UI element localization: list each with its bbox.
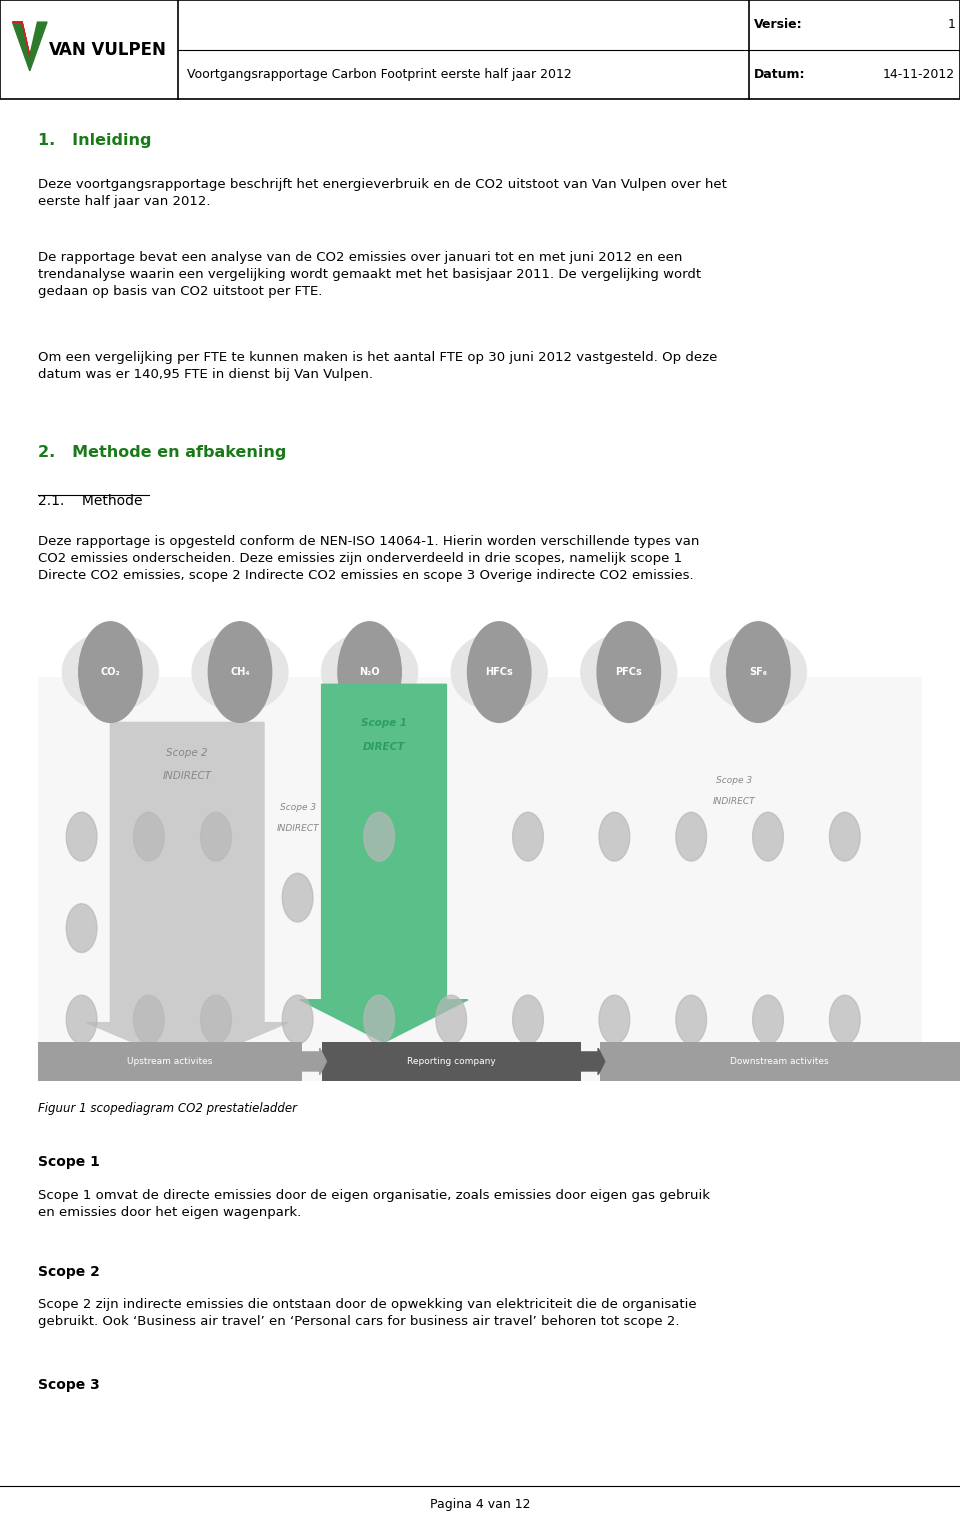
Text: 2.   Methode en afbakening: 2. Methode en afbakening xyxy=(38,445,287,460)
Text: Scope 1 omvat de directe emissies door de eigen organisatie, zoals emissies door: Scope 1 omvat de directe emissies door d… xyxy=(38,1189,710,1219)
Circle shape xyxy=(599,812,630,861)
Circle shape xyxy=(676,812,707,861)
Circle shape xyxy=(599,995,630,1044)
Text: N₂O: N₂O xyxy=(359,668,380,677)
Text: Figuur 1 scopediagram CO2 prestatieladder: Figuur 1 scopediagram CO2 prestatieladde… xyxy=(38,1102,298,1116)
Text: DIRECT: DIRECT xyxy=(363,742,405,753)
Circle shape xyxy=(66,904,97,952)
Circle shape xyxy=(66,995,97,1044)
Text: Scope 1: Scope 1 xyxy=(38,1155,100,1169)
Circle shape xyxy=(66,812,97,861)
Circle shape xyxy=(201,812,231,861)
Circle shape xyxy=(133,995,164,1044)
Ellipse shape xyxy=(710,632,806,712)
FancyArrow shape xyxy=(300,684,468,1042)
Text: INDIRECT: INDIRECT xyxy=(276,824,319,834)
Text: Scope 3: Scope 3 xyxy=(716,776,753,785)
Text: CO₂: CO₂ xyxy=(101,668,120,677)
Text: Scope 1: Scope 1 xyxy=(361,718,407,728)
Circle shape xyxy=(282,873,313,922)
Bar xyxy=(0,0,960,99)
FancyArrow shape xyxy=(302,1049,326,1074)
Circle shape xyxy=(829,995,860,1044)
Circle shape xyxy=(676,995,707,1044)
Ellipse shape xyxy=(451,632,547,712)
FancyArrow shape xyxy=(581,1049,605,1074)
Text: INDIRECT: INDIRECT xyxy=(162,771,212,782)
Circle shape xyxy=(364,812,395,861)
Polygon shape xyxy=(12,23,47,72)
Ellipse shape xyxy=(322,632,418,712)
Text: AN VULPEN: AN VULPEN xyxy=(59,41,165,58)
Text: Scope 3: Scope 3 xyxy=(279,803,316,812)
Ellipse shape xyxy=(62,632,158,712)
Circle shape xyxy=(79,622,142,722)
Text: 1.   Inleiding: 1. Inleiding xyxy=(38,133,152,148)
Text: Deze rapportage is opgesteld conform de NEN-ISO 14064-1. Hierin worden verschill: Deze rapportage is opgesteld conform de … xyxy=(38,535,700,582)
Circle shape xyxy=(338,622,401,722)
Text: Scope 2 zijn indirecte emissies die ontstaan door de opwekking van elektriciteit: Scope 2 zijn indirecte emissies die onts… xyxy=(38,1298,697,1329)
Text: SF₆: SF₆ xyxy=(750,668,767,677)
Text: Deze voortgangsrapportage beschrijft het energieverbruik en de CO2 uitstoot van : Deze voortgangsrapportage beschrijft het… xyxy=(38,178,728,209)
Bar xyxy=(600,1042,960,1081)
Text: CH₄: CH₄ xyxy=(230,668,250,677)
Ellipse shape xyxy=(581,632,677,712)
Circle shape xyxy=(753,812,783,861)
Circle shape xyxy=(829,812,860,861)
Text: Versie:: Versie: xyxy=(754,18,803,32)
Text: Scope 3: Scope 3 xyxy=(38,1378,100,1391)
Ellipse shape xyxy=(192,632,288,712)
Text: Datum:: Datum: xyxy=(754,67,805,81)
Text: Voortgangsrapportage Carbon Footprint eerste half jaar 2012: Voortgangsrapportage Carbon Footprint ee… xyxy=(187,67,572,81)
Bar xyxy=(38,1042,302,1081)
Circle shape xyxy=(513,812,543,861)
Circle shape xyxy=(201,995,231,1044)
Circle shape xyxy=(513,995,543,1044)
Text: PFCs: PFCs xyxy=(615,668,642,677)
Text: Upstream activites: Upstream activites xyxy=(128,1058,212,1065)
Text: Reporting company: Reporting company xyxy=(407,1058,495,1065)
Circle shape xyxy=(364,995,395,1044)
Polygon shape xyxy=(12,23,30,56)
Bar xyxy=(322,1042,581,1081)
Circle shape xyxy=(208,622,272,722)
Circle shape xyxy=(436,995,467,1044)
Text: Om een vergelijking per FTE te kunnen maken is het aantal FTE op 30 juni 2012 va: Om een vergelijking per FTE te kunnen ma… xyxy=(38,351,718,381)
Circle shape xyxy=(727,622,790,722)
Circle shape xyxy=(282,995,313,1044)
Circle shape xyxy=(597,622,660,722)
Circle shape xyxy=(133,812,164,861)
Text: 2.1.    Methode: 2.1. Methode xyxy=(38,494,143,507)
Text: V: V xyxy=(49,41,61,58)
Text: Scope 2: Scope 2 xyxy=(38,1265,100,1279)
Circle shape xyxy=(468,622,531,722)
Text: HFCs: HFCs xyxy=(486,668,513,677)
Bar xyxy=(38,677,922,1081)
Text: De rapportage bevat een analyse van de CO2 emissies over januari tot en met juni: De rapportage bevat een analyse van de C… xyxy=(38,251,702,299)
Circle shape xyxy=(753,995,783,1044)
FancyArrow shape xyxy=(86,722,288,1065)
Text: Downstream activites: Downstream activites xyxy=(731,1058,828,1065)
Text: INDIRECT: INDIRECT xyxy=(713,797,756,806)
Text: 1: 1 xyxy=(948,18,955,32)
Text: Pagina 4 van 12: Pagina 4 van 12 xyxy=(430,1498,530,1512)
Text: 14-11-2012: 14-11-2012 xyxy=(883,67,955,81)
Text: Scope 2: Scope 2 xyxy=(166,748,208,759)
